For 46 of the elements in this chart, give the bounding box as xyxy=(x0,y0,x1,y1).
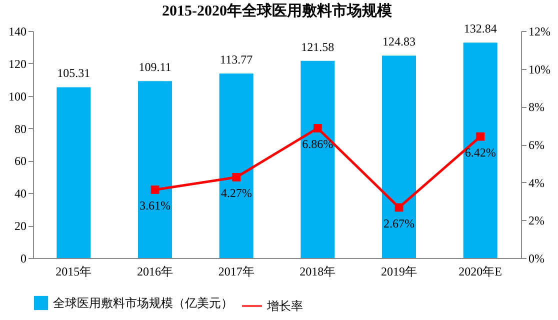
x-tick-label: 2019年 xyxy=(381,264,417,278)
data-label: 121.58 xyxy=(301,40,334,54)
bar xyxy=(300,60,335,258)
legend-label: 全球医用敷料市场规模（亿美元） xyxy=(53,296,233,310)
point xyxy=(232,173,241,182)
y-tick-label: 100 xyxy=(8,89,26,104)
y2-tick-label: 0% xyxy=(528,252,544,266)
x-tick-label: 2017年 xyxy=(218,264,254,278)
bar xyxy=(382,56,416,258)
y-tick-label: 0 xyxy=(20,252,26,266)
y2-tick-label: 4% xyxy=(528,176,544,190)
point xyxy=(150,186,160,194)
legend-label: 增长率 xyxy=(266,299,303,313)
x-tick-label: 2016年 xyxy=(137,264,173,278)
point xyxy=(476,132,485,141)
y-tick-label: 80 xyxy=(14,122,26,136)
y-tick-label: 120 xyxy=(8,56,26,71)
bar xyxy=(219,74,254,258)
y-tick-label: 20 xyxy=(14,219,26,234)
y-tick-label: 40 xyxy=(14,186,26,201)
x-tick-label: 2020年E xyxy=(458,264,502,278)
data-label: 2.67% xyxy=(384,216,414,230)
y2-tick-label: 8% xyxy=(528,100,544,114)
y-tick-label: 140 xyxy=(8,24,26,38)
x-tick-label: 2015年 xyxy=(56,264,92,278)
bar xyxy=(56,87,91,258)
x-tick-label: 2018年 xyxy=(300,264,336,278)
data-label: 6.42% xyxy=(464,146,496,160)
y2-tick-label: 2% xyxy=(528,214,544,228)
data-label: 6.86% xyxy=(302,137,334,152)
y2-tick-label: 6% xyxy=(528,138,544,152)
y-tick-label: 60 xyxy=(14,154,26,168)
data-label: 4.27% xyxy=(220,186,252,200)
data-label: 3.61% xyxy=(140,198,170,213)
bar xyxy=(138,81,172,258)
point xyxy=(394,203,404,212)
data-label: 113.77 xyxy=(220,52,253,67)
data-label: 124.83 xyxy=(382,34,416,49)
bar xyxy=(463,42,498,258)
data-label: 132.84 xyxy=(464,22,497,36)
y2-tick-label: 12% xyxy=(528,24,550,38)
y2-tick-label: 10% xyxy=(528,62,550,76)
data-label: 109.11 xyxy=(138,60,172,74)
point xyxy=(313,124,322,132)
data-label: 105.31 xyxy=(57,66,90,80)
chart-title: 2015-2020年全球医用敷料市场规模 xyxy=(162,2,393,20)
